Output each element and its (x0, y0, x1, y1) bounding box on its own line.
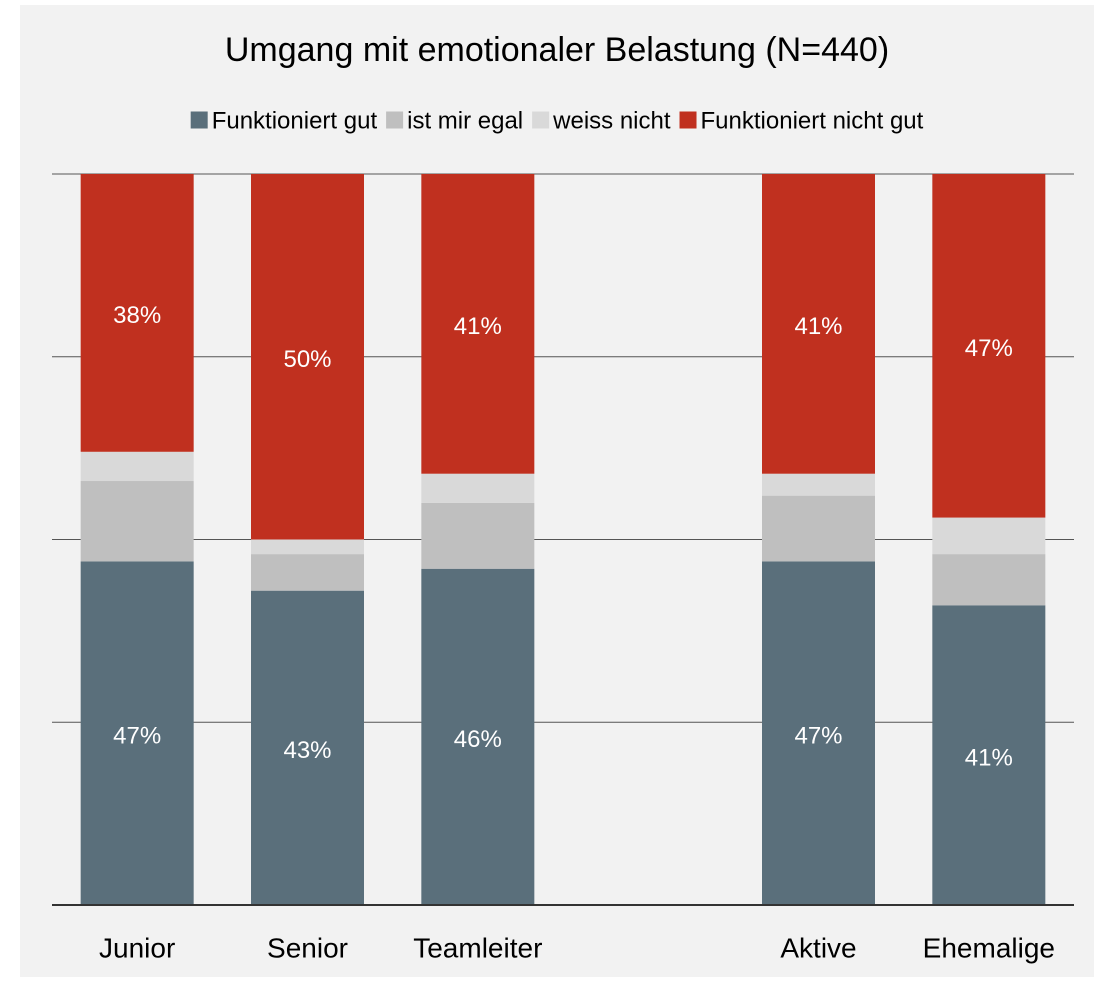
data-label: 38% (113, 302, 161, 329)
bar-segment (932, 517, 1046, 555)
data-label: 47% (794, 723, 842, 750)
bar-segment (251, 174, 364, 540)
x-tick-label: Aktive (780, 932, 856, 963)
bar-segment (251, 554, 364, 591)
bar-segment (80, 561, 194, 905)
bar-segment (932, 554, 1046, 606)
bar-segment (421, 174, 535, 474)
bar-segment (80, 451, 194, 482)
bar-segment (421, 502, 535, 569)
data-label: 41% (454, 313, 502, 340)
bar-segment (421, 473, 535, 503)
data-label: 41% (965, 744, 1013, 771)
data-label: 46% (454, 726, 502, 753)
legend-swatch (190, 111, 208, 129)
bar-segment (251, 590, 364, 905)
bar-segment (932, 605, 1046, 905)
chart-background (20, 5, 1094, 977)
legend-label: ist mir egal (407, 107, 523, 134)
x-tick-label: Junior (99, 932, 175, 963)
bar-segment (762, 473, 875, 496)
data-label: 43% (283, 737, 331, 764)
legend-label: Funktioniert nicht gut (701, 107, 924, 134)
legend-label: weiss nicht (552, 107, 671, 134)
legend-label: Funktioniert gut (212, 107, 378, 134)
legend-swatch (679, 111, 697, 129)
data-label: 47% (965, 335, 1013, 362)
bar-segment (80, 481, 194, 562)
legend-swatch (532, 111, 550, 129)
x-tick-label: Senior (267, 932, 348, 963)
data-label: 47% (113, 723, 161, 750)
data-label: 50% (283, 346, 331, 373)
bar-segment (251, 539, 364, 555)
bar-segment (762, 495, 875, 562)
bar-segment (421, 568, 535, 905)
legend: Funktioniert gut ist mir egal weiss nicht F… (190, 107, 924, 134)
x-tick-label: Ehemalige (923, 932, 1055, 963)
bar-segment (762, 561, 875, 905)
bar-segment (932, 174, 1046, 518)
legend-swatch (386, 111, 404, 129)
bar-segment (80, 174, 194, 452)
bar-segment (762, 174, 875, 474)
chart-title: Umgang mit emotionaler Belastung (N=440) (225, 31, 889, 69)
data-label: 41% (794, 313, 842, 340)
x-tick-label: Teamleiter (413, 932, 542, 963)
